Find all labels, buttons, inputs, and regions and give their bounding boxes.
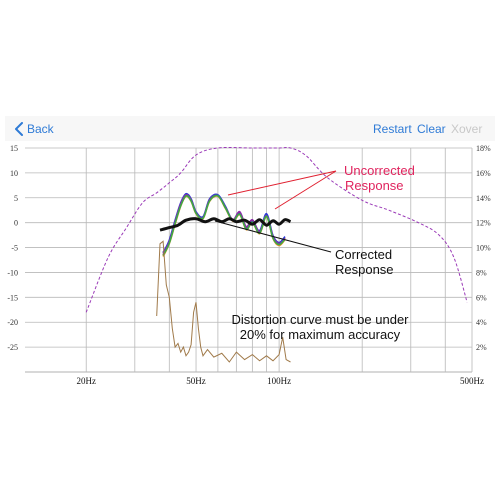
- x-tick-label: 100Hz: [267, 376, 291, 386]
- y-tick-left-label: -15: [7, 293, 18, 302]
- target-curve: [85, 146, 468, 313]
- y-tick-left-label: 15: [10, 144, 18, 153]
- y-tick-left-label: -10: [7, 268, 18, 277]
- y-tick-right-label: 16%: [476, 169, 491, 178]
- corrected-response-curve: [159, 217, 292, 232]
- distortion-note-line2: 20% for maximum accuracy: [240, 327, 401, 342]
- y-tick-left-label: 10: [10, 169, 18, 178]
- y-tick-right-label: 2%: [476, 343, 487, 352]
- distortion-curve: [156, 240, 291, 363]
- corrected-label-line2: Response: [335, 262, 394, 277]
- uncorrected-label-line1: Uncorrected: [344, 163, 415, 178]
- y-tick-right-label: 10%: [476, 244, 491, 253]
- y-tick-left-label: 0: [14, 219, 18, 228]
- y-tick-right-label: 4%: [476, 318, 487, 327]
- uncorrected-arrow-line: [227, 170, 337, 196]
- y-tick-left-label: -5: [11, 244, 18, 253]
- y-tick-right-label: 6%: [476, 293, 487, 302]
- chevron-left-icon: [15, 122, 23, 136]
- y-tick-left-label: -25: [7, 343, 18, 352]
- y-tick-left-label: -20: [7, 318, 18, 327]
- navigation-bar: Back Restart Clear Xover: [5, 116, 495, 141]
- x-tick-label: 500Hz: [460, 376, 484, 386]
- corrected-arrow-line: [214, 220, 332, 253]
- x-tick-label: 20Hz: [76, 376, 96, 386]
- restart-button[interactable]: Restart: [373, 122, 412, 136]
- back-button-label: Back: [27, 122, 54, 136]
- y-tick-right-label: 18%: [476, 144, 491, 153]
- uncorrected-arrow-line: [274, 170, 337, 210]
- y-tick-left-label: 5: [14, 194, 18, 203]
- uncorrected-label-line2: Response: [345, 178, 404, 193]
- x-tick-label: 50Hz: [186, 376, 206, 386]
- distortion-note-line1: Distortion curve must be under: [231, 312, 409, 327]
- back-button[interactable]: Back: [14, 120, 54, 138]
- y-tick-right-label: 14%: [476, 194, 491, 203]
- clear-button[interactable]: Clear: [417, 122, 446, 136]
- corrected-label-line1: Corrected: [335, 247, 392, 262]
- xover-button[interactable]: Xover: [451, 122, 483, 136]
- uncorrected-green-curve: [162, 194, 286, 256]
- y-tick-right-label: 12%: [476, 219, 491, 228]
- y-tick-right-label: 8%: [476, 268, 487, 277]
